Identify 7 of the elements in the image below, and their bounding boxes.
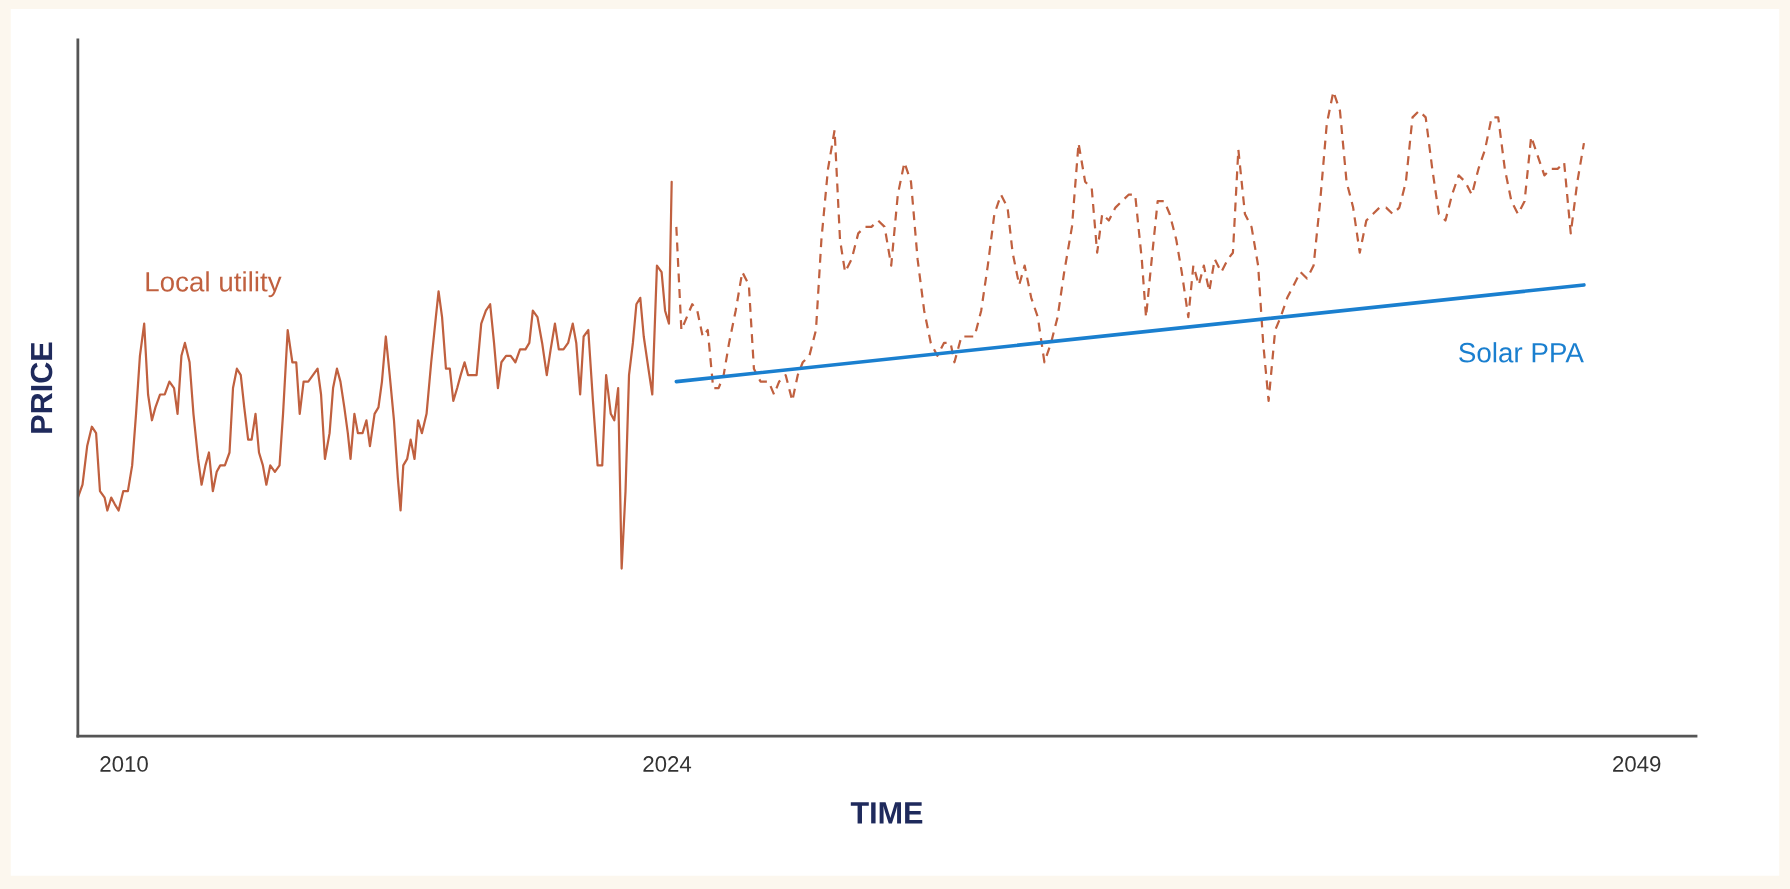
x-axis-title: TIME [850, 802, 923, 824]
x-tick-label: 2049 [1613, 756, 1661, 772]
series-label: Solar PPA [1459, 342, 1584, 363]
y-axis-title: PRICE [30, 342, 53, 433]
series-label: Local utility [146, 271, 282, 298]
x-tick-label: 2010 [100, 756, 148, 772]
x-tick-label: 2024 [643, 756, 692, 772]
